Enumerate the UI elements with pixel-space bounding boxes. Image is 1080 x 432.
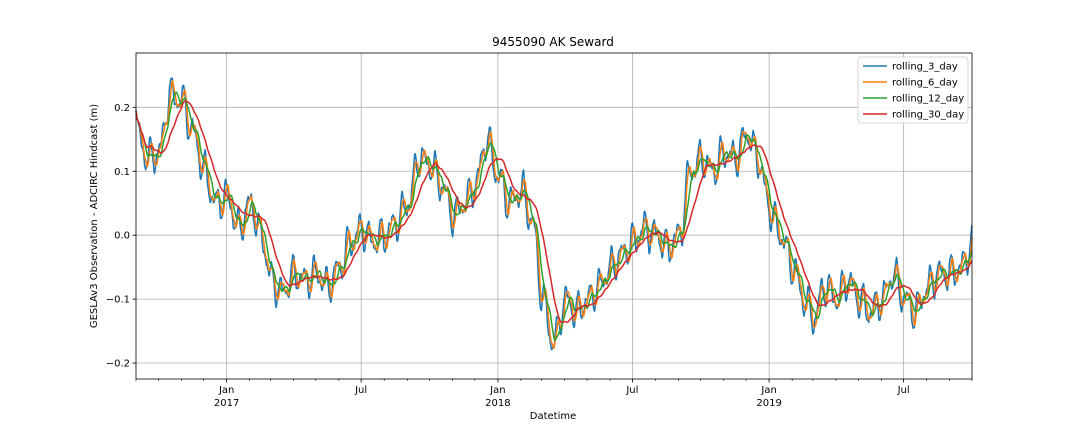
legend-label: rolling_3_day	[892, 62, 958, 73]
x-tick-label: Jan	[760, 385, 776, 396]
legend-box	[857, 56, 969, 124]
y-tick-label: 0.1	[114, 167, 130, 178]
x-tick-year-label: 2018	[485, 398, 510, 409]
x-axis-label: Datetime	[530, 411, 577, 422]
x-tick-label: Jul	[897, 385, 910, 396]
x-tick-label: Jan	[489, 385, 505, 396]
legend-label: rolling_6_day	[892, 78, 958, 89]
legend: rolling_3_day rolling_6_day rolling_12_day…	[857, 56, 969, 124]
y-tick-label: −0.1	[106, 295, 130, 306]
x-tick-year-label: 2019	[756, 398, 781, 409]
series-line-rolling-6-day	[135, 80, 973, 349]
x-tick-label: Jul	[625, 385, 638, 396]
series-layer	[135, 77, 973, 351]
x-tick-year-label: 2017	[214, 398, 239, 409]
y-tick-label: 0.2	[114, 103, 130, 114]
y-tick-label: −0.2	[106, 359, 130, 370]
legend-label: rolling_12_day	[892, 94, 964, 105]
axis-ticks: −0.2 −0.1 0.0 0.1 0.2 Jan 2017 Jul Jan 2018 Jul Jan…	[106, 103, 973, 409]
x-tick-label: Jul	[354, 385, 367, 396]
y-axis-label: GESLAv3 Observation - ADCIRC Hindcast (m…	[89, 104, 100, 328]
series-line-rolling-12-day	[135, 91, 973, 341]
legend-label: rolling_30_day	[892, 110, 964, 121]
plot-frame	[135, 52, 973, 380]
series-line-rolling-30-day	[135, 100, 973, 324]
chart-title: 9455090 AK Seward	[492, 35, 614, 49]
y-tick-label: 0.0	[114, 231, 130, 242]
x-tick-label: Jan	[218, 385, 234, 396]
